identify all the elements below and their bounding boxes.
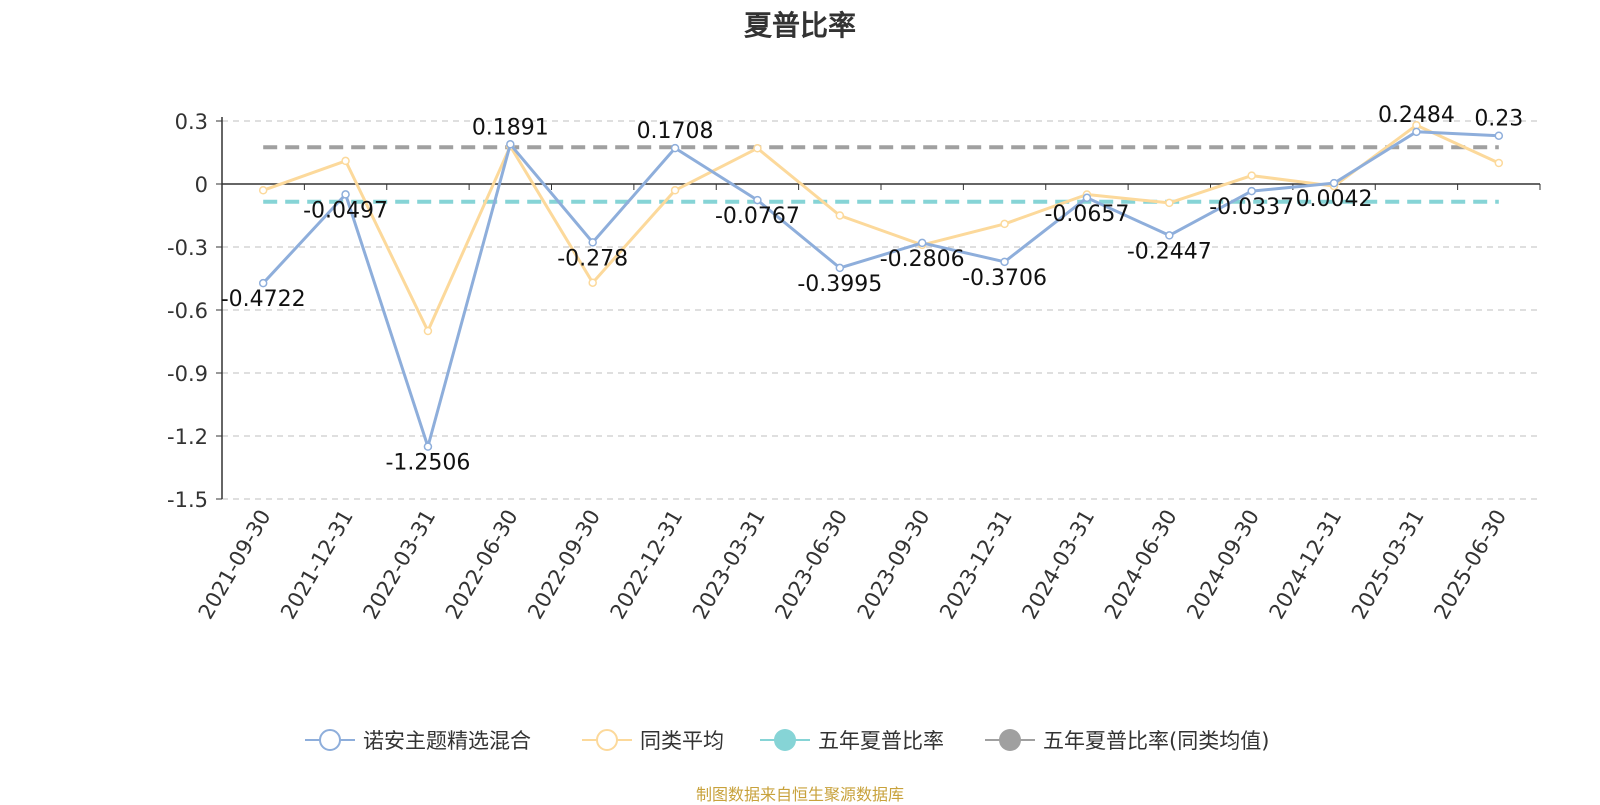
data-label: -0.0657 bbox=[1044, 202, 1129, 227]
legend-line-dot-icon bbox=[760, 729, 810, 751]
x-tick-label: 2024-06-30 bbox=[1100, 506, 1182, 624]
legend-line-circle-icon bbox=[582, 729, 632, 751]
y-tick-label: 0 bbox=[195, 173, 208, 197]
x-tick-label: 2023-06-30 bbox=[770, 506, 852, 624]
x-tick-label: 2024-12-31 bbox=[1265, 506, 1347, 624]
y-tick-label: -1.5 bbox=[167, 488, 208, 512]
y-tick-label: 0.3 bbox=[175, 110, 208, 134]
data-point bbox=[1165, 231, 1174, 240]
x-tick-label: 2021-12-31 bbox=[276, 506, 358, 624]
legend-item-five-year-sharpe[interactable]: 五年夏普比率 bbox=[760, 722, 944, 758]
data-label: -0.0497 bbox=[303, 198, 388, 223]
legend-item-category-average[interactable]: 同类平均 bbox=[582, 722, 724, 758]
data-point bbox=[670, 143, 680, 153]
series-line bbox=[262, 130, 1499, 449]
data-point bbox=[753, 195, 762, 205]
x-tick-labels: 2021-09-30 2021-12-31 2022-03-31 2022-06-30… bbox=[194, 506, 1511, 624]
y-tick-label: -1.2 bbox=[167, 425, 208, 449]
data-point bbox=[835, 263, 845, 273]
data-point bbox=[670, 186, 680, 195]
data-point bbox=[753, 144, 762, 153]
x-tick-label: 2022-03-31 bbox=[358, 506, 440, 624]
x-tick-label: 2021-09-30 bbox=[194, 506, 276, 624]
x-tick-label: 2025-03-31 bbox=[1347, 506, 1429, 624]
data-labels: -0.4722 -0.0497 -1.2506 0.1891 -0.278 0.1708 -… bbox=[221, 103, 1524, 476]
legend-label-five-year-sharpe: 五年夏普比率 bbox=[818, 729, 944, 753]
series-line bbox=[262, 123, 1500, 333]
data-point bbox=[341, 156, 350, 166]
source-note: 制图数据来自恒生聚源数据库 bbox=[695, 785, 904, 804]
data-point bbox=[835, 211, 845, 220]
data-label: 0.1891 bbox=[472, 115, 549, 140]
chart-title: 夏普比率 bbox=[743, 9, 856, 42]
legend-item-fund[interactable]: 诺安主题精选混合 bbox=[305, 722, 531, 758]
series-layer bbox=[258, 120, 1504, 451]
data-label: 0.1708 bbox=[637, 119, 714, 144]
data-point bbox=[1494, 158, 1504, 168]
data-label: -0.2447 bbox=[1127, 239, 1212, 264]
x-tick-label: 2023-12-31 bbox=[935, 506, 1017, 624]
data-label: -1.2506 bbox=[385, 451, 470, 476]
data-label: -0.3706 bbox=[962, 266, 1047, 291]
data-point bbox=[588, 238, 597, 247]
data-label: -0.278 bbox=[557, 246, 628, 271]
x-tick-label: 2023-03-31 bbox=[688, 506, 770, 624]
x-tick-label: 2025-06-30 bbox=[1429, 506, 1511, 624]
data-point bbox=[258, 278, 268, 288]
legend-item-five-year-sharpe-category[interactable]: 五年夏普比率(同类均值) bbox=[985, 722, 1269, 758]
legend-label-five-year-sharpe-category: 五年夏普比率(同类均值) bbox=[1043, 729, 1270, 753]
data-label: -0.4722 bbox=[221, 287, 306, 312]
x-tick-label: 2022-06-30 bbox=[441, 506, 523, 624]
data-point bbox=[1247, 171, 1256, 180]
x-tick-label: 2024-03-31 bbox=[1017, 506, 1099, 624]
data-point bbox=[1000, 219, 1009, 229]
data-point bbox=[258, 186, 268, 195]
legend: 诺安主题精选混合 同类平均 五年夏普比率 五年夏普比率(同类均值) bbox=[0, 722, 1600, 758]
data-point bbox=[506, 140, 515, 149]
data-point bbox=[423, 442, 433, 451]
legend-line-dot-icon bbox=[985, 729, 1035, 751]
legend-label-fund: 诺安主题精选混合 bbox=[363, 729, 531, 753]
data-label: 0.23 bbox=[1474, 107, 1523, 132]
data-label: 0.0042 bbox=[1296, 187, 1373, 212]
data-point bbox=[1247, 186, 1256, 196]
data-point bbox=[1165, 198, 1174, 208]
data-point bbox=[1082, 193, 1092, 203]
y-tick-label: -0.6 bbox=[167, 299, 208, 323]
data-label: 0.2484 bbox=[1378, 103, 1455, 128]
data-label: -0.0337 bbox=[1209, 195, 1294, 220]
data-point bbox=[341, 190, 350, 199]
y-tick-labels: 0.3 0 -0.3 -0.6 -0.9 -1.2 -1.5 bbox=[167, 110, 208, 512]
x-tick-label: 2022-09-30 bbox=[523, 506, 605, 624]
data-label: -0.3995 bbox=[797, 272, 882, 297]
data-point bbox=[1412, 127, 1421, 137]
legend-label-category-average: 同类平均 bbox=[640, 729, 724, 753]
chart-canvas: 0.3 0 -0.3 -0.6 -0.9 -1.2 -1.5 2021-09-30 2021-… bbox=[167, 103, 1541, 624]
data-point bbox=[917, 238, 927, 248]
x-tick-label: 2022-12-31 bbox=[606, 506, 688, 624]
data-label: -0.0767 bbox=[715, 204, 800, 229]
data-label: -0.2806 bbox=[880, 247, 965, 272]
y-tick-label: -0.9 bbox=[167, 362, 208, 386]
data-point bbox=[1494, 131, 1504, 140]
data-point bbox=[423, 326, 433, 336]
axes bbox=[216, 117, 1541, 500]
legend-line-circle-icon bbox=[305, 729, 355, 751]
data-point bbox=[1329, 178, 1339, 188]
x-tick-label: 2024-09-30 bbox=[1182, 506, 1264, 624]
y-tick-label: -0.3 bbox=[167, 236, 208, 260]
data-point bbox=[1000, 257, 1009, 267]
x-tick-label: 2023-09-30 bbox=[853, 506, 935, 624]
data-point bbox=[588, 278, 597, 287]
